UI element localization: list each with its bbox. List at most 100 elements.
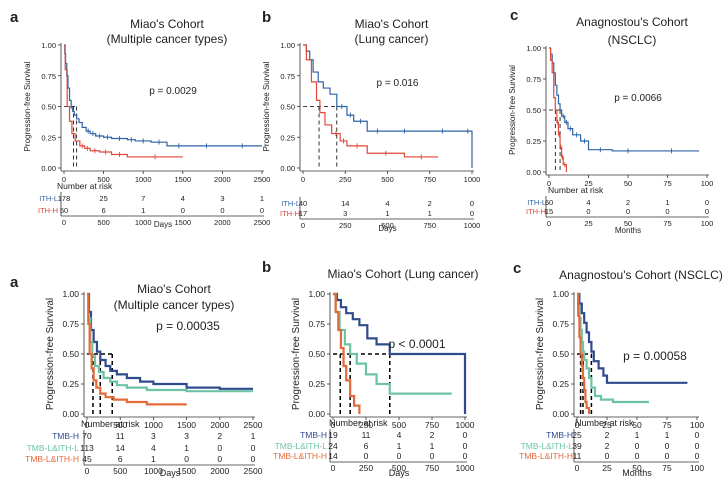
risk-value: 0 — [470, 209, 474, 218]
x-tick-label: 0 — [62, 175, 66, 184]
p-value: p = 0.016 — [377, 78, 419, 89]
panel-5: b Miao's Cohort (Lung cancer) 0.00 0.25 0.50… — [262, 259, 479, 478]
x-axis-label: Months — [615, 226, 641, 235]
km-curve-ith-l — [303, 44, 473, 168]
y-tick-label: 0.25 — [552, 379, 569, 389]
risk-value: 0 — [251, 454, 256, 464]
x-tick-label: 500 — [381, 175, 394, 184]
risk-value: 0 — [430, 451, 435, 461]
risk-value: 3 — [220, 194, 224, 203]
y-tick-label: 0.75 — [62, 319, 79, 329]
chart-title: Miao's Cohort — [355, 17, 429, 31]
risk-x-tick-label: 500 — [113, 466, 127, 476]
risk-value: 3 — [343, 209, 347, 218]
risk-value: 17 — [299, 209, 307, 218]
risk-value: 0 — [470, 199, 474, 208]
risk-value: 4 — [181, 194, 185, 203]
risk-x-tick-label: 0 — [331, 463, 336, 473]
risk-value: 60 — [545, 198, 553, 207]
risk-value: 0 — [695, 451, 700, 461]
y-tick-label: 1.00 — [526, 44, 541, 53]
chart-subtitle: (Multiple cancer types) — [107, 32, 228, 46]
x-tick-label: 0 — [575, 420, 580, 430]
risk-value: 6 — [364, 441, 369, 451]
panel-4: a Miao's Cohort (Multiple cancer types) 0.0… — [10, 274, 263, 478]
risk-value: 1 — [251, 431, 256, 441]
risk-value: 1 — [428, 209, 432, 218]
risk-value: 70 — [82, 431, 92, 441]
risk-x-tick-label: 100 — [690, 463, 704, 473]
x-tick-label: 2500 — [254, 175, 271, 184]
y-tick-label: 0.75 — [308, 319, 325, 329]
risk-value: 1 — [635, 430, 640, 440]
y-tick-label: 0.00 — [308, 409, 325, 419]
risk-value: 11 — [362, 430, 371, 440]
risk-row-label: ITH-H — [526, 207, 546, 216]
risk-value: 0 — [665, 441, 670, 451]
p-value: p = 0.00035 — [156, 319, 220, 333]
x-tick-label: 25 — [602, 420, 612, 430]
risk-x-tick-label: 1500 — [174, 218, 191, 227]
risk-row-label: TMB-L&ITH-L — [521, 441, 574, 451]
risk-row-label: TMB-H — [546, 430, 573, 440]
y-tick-label: 0.25 — [62, 379, 79, 389]
km-curve-ith-h — [303, 44, 439, 158]
risk-value: 0 — [397, 451, 402, 461]
risk-row-label: TMB-L&ITH-H — [519, 451, 573, 461]
risk-x-tick-label: 75 — [663, 219, 671, 228]
risk-row-label: TMB-L&ITH-L — [275, 441, 328, 451]
y-tick-label: 0.50 — [41, 103, 56, 112]
y-axis-label: Progression-free Survival — [535, 298, 546, 410]
risk-x-tick-label: 750 — [423, 221, 436, 230]
km-curve-ith-h — [64, 44, 183, 158]
chart-title: Miao's Cohort (Lung cancer) — [327, 267, 478, 281]
panel-letter: c — [513, 260, 521, 277]
panel-3: c Anagnostou's Cohort (NSCLC) 0.00 0.25 0.50 0… — [508, 7, 713, 235]
risk-value: 1 — [665, 430, 670, 440]
risk-value: 4 — [385, 199, 389, 208]
risk-x-tick-label: 250 — [359, 463, 373, 473]
x-axis-label: Days — [160, 468, 181, 478]
risk-table-title: Number at risk — [81, 419, 140, 429]
risk-value: 0 — [586, 207, 590, 216]
p-value: p = 0.0066 — [614, 93, 662, 104]
risk-value: 1 — [184, 443, 189, 453]
risk-value: 0 — [463, 451, 468, 461]
x-tick-label: 0 — [301, 175, 305, 184]
risk-value: 3 — [151, 431, 156, 441]
risk-value: 1 — [260, 194, 264, 203]
y-tick-label: 0.75 — [280, 72, 295, 81]
panel-letter: a — [10, 9, 19, 26]
y-tick-label: 1.00 — [308, 289, 325, 299]
risk-value: 0 — [626, 207, 630, 216]
km-curve-ith-l — [549, 47, 700, 152]
chart-subtitle: (NSCLC) — [608, 33, 657, 47]
x-axis-label: Months — [622, 468, 652, 478]
risk-value: 24 — [328, 441, 338, 451]
p-value: p = 0.00058 — [623, 349, 687, 363]
km-curve-tmb-l-ith-l — [577, 292, 649, 404]
risk-row-label: ITH-H — [38, 206, 58, 215]
x-tick-label: 750 — [423, 175, 436, 184]
risk-value: 14 — [341, 199, 349, 208]
panel-letter: b — [262, 259, 271, 276]
risk-row-label: TMB-L&ITH-H — [25, 454, 79, 464]
risk-x-tick-label: 0 — [301, 221, 305, 230]
chart-subtitle: (Multiple cancer types) — [114, 298, 235, 312]
risk-row-label: ITH-H — [280, 209, 300, 218]
risk-x-tick-label: 1000 — [464, 221, 481, 230]
p-value: p < 0.0001 — [388, 337, 445, 351]
chart-subtitle: (Lung cancer) — [354, 32, 428, 46]
risk-value: 14 — [328, 451, 338, 461]
km-curve-ith-l — [64, 44, 262, 147]
risk-value: 4 — [586, 198, 590, 207]
x-tick-label: 750 — [425, 420, 439, 430]
risk-x-tick-label: 100 — [701, 219, 714, 228]
risk-row-label: TMB-L&ITH-L — [27, 443, 80, 453]
risk-x-tick-label: 750 — [425, 463, 439, 473]
risk-value: 1 — [141, 206, 145, 215]
y-tick-label: 0.50 — [280, 103, 295, 112]
panel-letter: b — [262, 9, 271, 26]
risk-value: 7 — [141, 194, 145, 203]
y-tick-label: 0.75 — [526, 75, 541, 84]
